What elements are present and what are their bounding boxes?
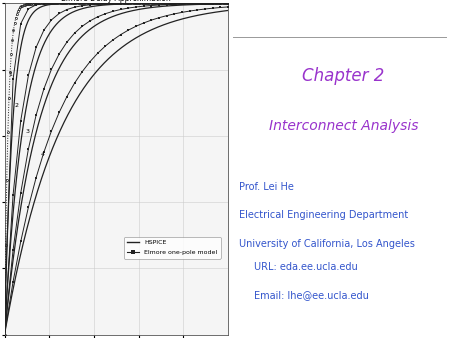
Legend: HSPICE, Elmore one-pole model: HSPICE, Elmore one-pole model [124, 237, 220, 259]
Text: Email: lhe@ee.ucla.edu: Email: lhe@ee.ucla.edu [254, 290, 369, 300]
Title: Elmore Delay Approximation: Elmore Delay Approximation [62, 0, 171, 3]
Text: 2: 2 [14, 103, 18, 108]
Text: 1: 1 [8, 72, 12, 77]
Text: Chapter 2: Chapter 2 [302, 67, 384, 85]
Text: Interconnect Analysis: Interconnect Analysis [269, 119, 418, 133]
Text: Prof. Lei He: Prof. Lei He [239, 182, 294, 192]
Text: URL: eda.ee.ucla.edu: URL: eda.ee.ucla.edu [254, 262, 358, 272]
Text: Electrical Engineering Department: Electrical Engineering Department [239, 210, 408, 220]
Text: 4: 4 [41, 152, 45, 157]
Text: 3: 3 [26, 129, 30, 134]
Text: University of California, Los Angeles: University of California, Los Angeles [239, 239, 415, 248]
